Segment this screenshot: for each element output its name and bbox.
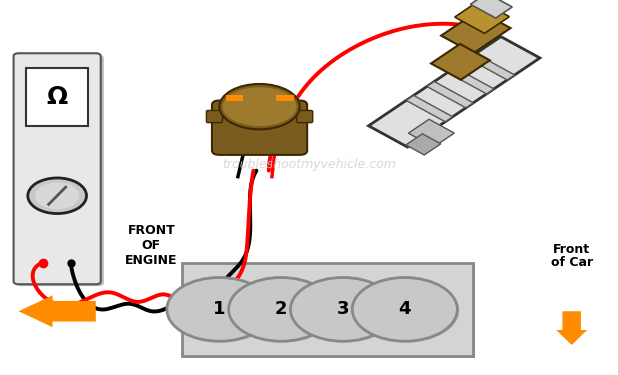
Bar (468, 54, 515, 80)
FancyBboxPatch shape (14, 53, 101, 284)
Circle shape (229, 278, 334, 341)
Text: OF: OF (142, 239, 161, 252)
Text: Ω: Ω (46, 85, 68, 109)
Ellipse shape (222, 87, 297, 126)
Text: 2: 2 (275, 300, 287, 318)
Circle shape (231, 279, 336, 342)
Circle shape (169, 279, 274, 342)
Bar (368, 37, 540, 147)
Ellipse shape (219, 84, 300, 129)
Circle shape (28, 178, 87, 214)
FancyArrow shape (556, 311, 587, 345)
Bar (276, 94, 294, 101)
Circle shape (352, 278, 457, 341)
Text: 4: 4 (399, 300, 411, 318)
Bar (182, 262, 473, 356)
Bar (185, 264, 475, 358)
Circle shape (35, 182, 79, 209)
Text: 3: 3 (337, 300, 349, 318)
Circle shape (290, 278, 396, 341)
Circle shape (292, 279, 397, 342)
Bar (431, 44, 490, 80)
FancyBboxPatch shape (212, 100, 307, 155)
FancyArrow shape (19, 296, 96, 327)
Circle shape (354, 279, 459, 342)
Text: 1: 1 (213, 300, 226, 318)
Text: FRONT: FRONT (127, 224, 176, 237)
Bar (455, 0, 509, 33)
Bar (427, 81, 473, 108)
Bar (441, 10, 510, 53)
Bar (470, 0, 512, 18)
Text: troubleshootmyvehicle.com: troubleshootmyvehicle.com (222, 159, 396, 171)
FancyBboxPatch shape (17, 55, 104, 286)
Bar (406, 134, 441, 155)
Bar (447, 68, 494, 94)
Circle shape (167, 278, 272, 341)
Bar (26, 68, 88, 126)
Bar (226, 94, 243, 101)
Text: ENGINE: ENGINE (125, 254, 177, 267)
FancyBboxPatch shape (206, 111, 222, 123)
Bar (406, 95, 452, 122)
FancyBboxPatch shape (297, 111, 313, 123)
Text: Front: Front (553, 243, 590, 256)
Bar (408, 119, 454, 147)
Text: of Car: of Car (551, 256, 593, 269)
